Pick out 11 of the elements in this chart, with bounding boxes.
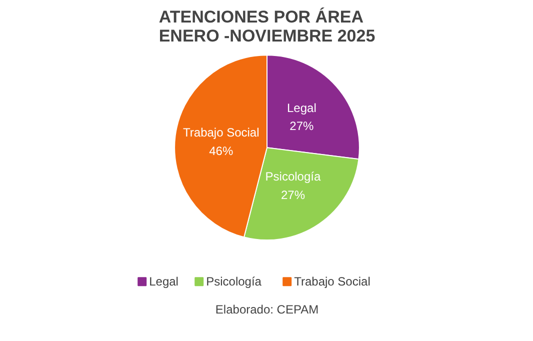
slice-label: Psicología <box>265 170 321 184</box>
data-label: 46% <box>209 144 234 158</box>
chart-title: ATENCIONES POR ÁREA ENERO -NOVIEMBRE 2025 <box>158 6 376 46</box>
data-label: 27% <box>290 119 314 134</box>
legend-label: Legal <box>149 274 178 289</box>
text: Elaborado: CEPAM <box>215 302 319 316</box>
slice-label: Trabajo Social <box>183 126 260 140</box>
legend-label: Psicología <box>206 274 262 289</box>
data-label: 27% <box>280 188 306 202</box>
slice-label: Legal <box>286 100 316 115</box>
legend-label: Trabajo Social <box>294 274 370 289</box>
